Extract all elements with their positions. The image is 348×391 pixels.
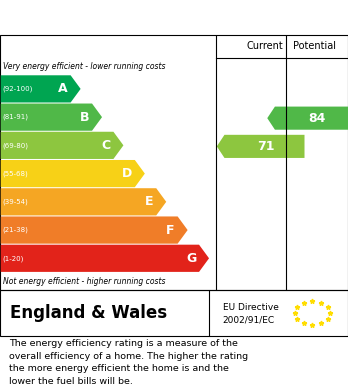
Text: E: E xyxy=(145,196,153,208)
Text: 71: 71 xyxy=(258,140,275,153)
Polygon shape xyxy=(1,104,102,131)
Text: B: B xyxy=(80,111,89,124)
Text: D: D xyxy=(122,167,132,180)
Text: (21-38): (21-38) xyxy=(3,227,29,233)
Text: England & Wales: England & Wales xyxy=(10,304,168,322)
Polygon shape xyxy=(267,107,348,130)
Text: G: G xyxy=(186,252,196,265)
Text: C: C xyxy=(102,139,111,152)
Text: (81-91): (81-91) xyxy=(3,114,29,120)
Polygon shape xyxy=(1,132,124,159)
Text: (55-68): (55-68) xyxy=(3,170,29,177)
Text: (39-54): (39-54) xyxy=(3,199,29,205)
Polygon shape xyxy=(1,75,81,102)
Polygon shape xyxy=(1,188,166,215)
Text: (69-80): (69-80) xyxy=(3,142,29,149)
Polygon shape xyxy=(1,160,145,187)
Text: (92-100): (92-100) xyxy=(3,86,33,92)
Text: A: A xyxy=(58,83,68,95)
Text: Not energy efficient - higher running costs: Not energy efficient - higher running co… xyxy=(3,277,166,286)
Text: Current: Current xyxy=(246,41,283,52)
Text: EU Directive: EU Directive xyxy=(223,303,279,312)
Text: F: F xyxy=(166,224,175,237)
Polygon shape xyxy=(1,245,209,272)
Text: Energy Efficiency Rating: Energy Efficiency Rating xyxy=(9,10,219,25)
Text: The energy efficiency rating is a measure of the
overall efficiency of a home. T: The energy efficiency rating is a measur… xyxy=(9,339,248,386)
Polygon shape xyxy=(1,217,188,244)
Text: 2002/91/EC: 2002/91/EC xyxy=(223,316,275,325)
Text: (1-20): (1-20) xyxy=(3,255,24,262)
Text: Very energy efficient - lower running costs: Very energy efficient - lower running co… xyxy=(3,63,166,72)
Text: 84: 84 xyxy=(308,112,325,125)
Polygon shape xyxy=(217,135,304,158)
Text: Potential: Potential xyxy=(293,41,337,52)
